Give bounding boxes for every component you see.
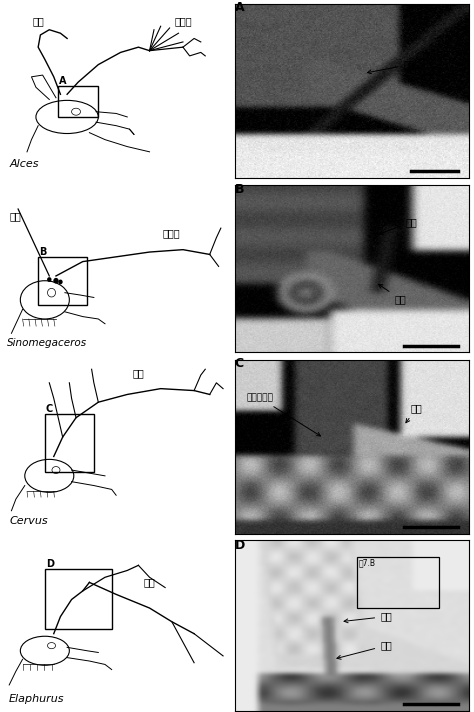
Text: 眉角: 眉角 [32, 16, 44, 26]
Text: 図7.B: 図7.B [359, 558, 376, 567]
Text: D: D [46, 559, 54, 569]
Text: A: A [59, 76, 67, 86]
Text: C: C [235, 357, 244, 370]
Text: 角幹: 角幹 [144, 577, 155, 587]
Circle shape [53, 278, 59, 283]
Text: Cervus: Cervus [9, 516, 48, 526]
Text: Alces: Alces [9, 159, 39, 169]
Text: 角款: 角款 [379, 284, 406, 304]
Text: 角溝: 角溝 [367, 60, 415, 74]
Text: A: A [235, 1, 244, 14]
Text: 角溝: 角溝 [344, 612, 392, 623]
Bar [45, 569, 112, 629]
Text: Elaphurus: Elaphurus [9, 693, 64, 703]
Text: 眉枝: 眉枝 [10, 211, 22, 221]
Text: 疣様隆起物: 疣様隆起物 [246, 394, 320, 436]
Text: 角款: 角款 [337, 641, 392, 659]
Text: 掌状角: 掌状角 [163, 228, 181, 238]
Text: B: B [235, 183, 244, 196]
Bar [356, 557, 439, 608]
Circle shape [58, 280, 63, 284]
Bar [45, 414, 94, 472]
Circle shape [47, 277, 52, 282]
Text: D: D [235, 539, 245, 552]
Text: 角幹: 角幹 [133, 368, 144, 378]
Text: 角溝: 角溝 [379, 217, 418, 234]
Text: B: B [39, 247, 46, 257]
Text: C: C [46, 404, 53, 414]
Bar [58, 85, 98, 117]
Text: 掌状角: 掌状角 [174, 16, 192, 26]
Bar [38, 257, 87, 305]
Text: 角溝: 角溝 [406, 404, 422, 423]
Text: Sinomegaceros: Sinomegaceros [7, 337, 87, 347]
